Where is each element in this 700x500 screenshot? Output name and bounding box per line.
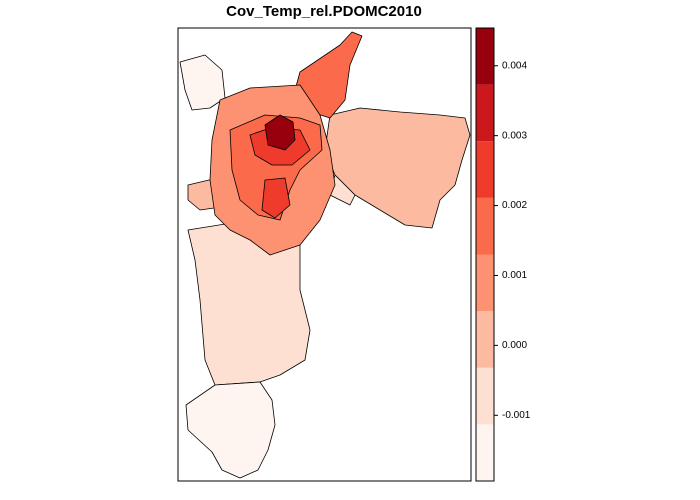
legend-bin [476,311,494,368]
legend-bin [476,254,494,312]
tick-label: 0.002 [502,200,527,211]
map-frame [177,27,472,482]
tick-label: -0.001 [502,410,531,421]
chart-title: Cov_Temp_rel.PDOMC2010 [226,3,422,20]
tick-label: 0.003 [502,130,527,141]
region [324,107,471,229]
region [261,177,291,219]
region [179,54,226,111]
legend-bin [476,197,494,255]
region [264,114,296,151]
tick-label: 0.001 [502,270,527,281]
legend-frame [475,27,495,482]
map [179,31,471,479]
legend-bin [476,84,494,142]
legend-bin [476,424,494,481]
region [185,381,276,479]
tick-label: 0.004 [502,60,527,71]
legend-bin [476,367,494,425]
legend-bin [476,141,494,198]
legend-bin [476,28,494,85]
tick-label: 0.000 [502,340,527,351]
